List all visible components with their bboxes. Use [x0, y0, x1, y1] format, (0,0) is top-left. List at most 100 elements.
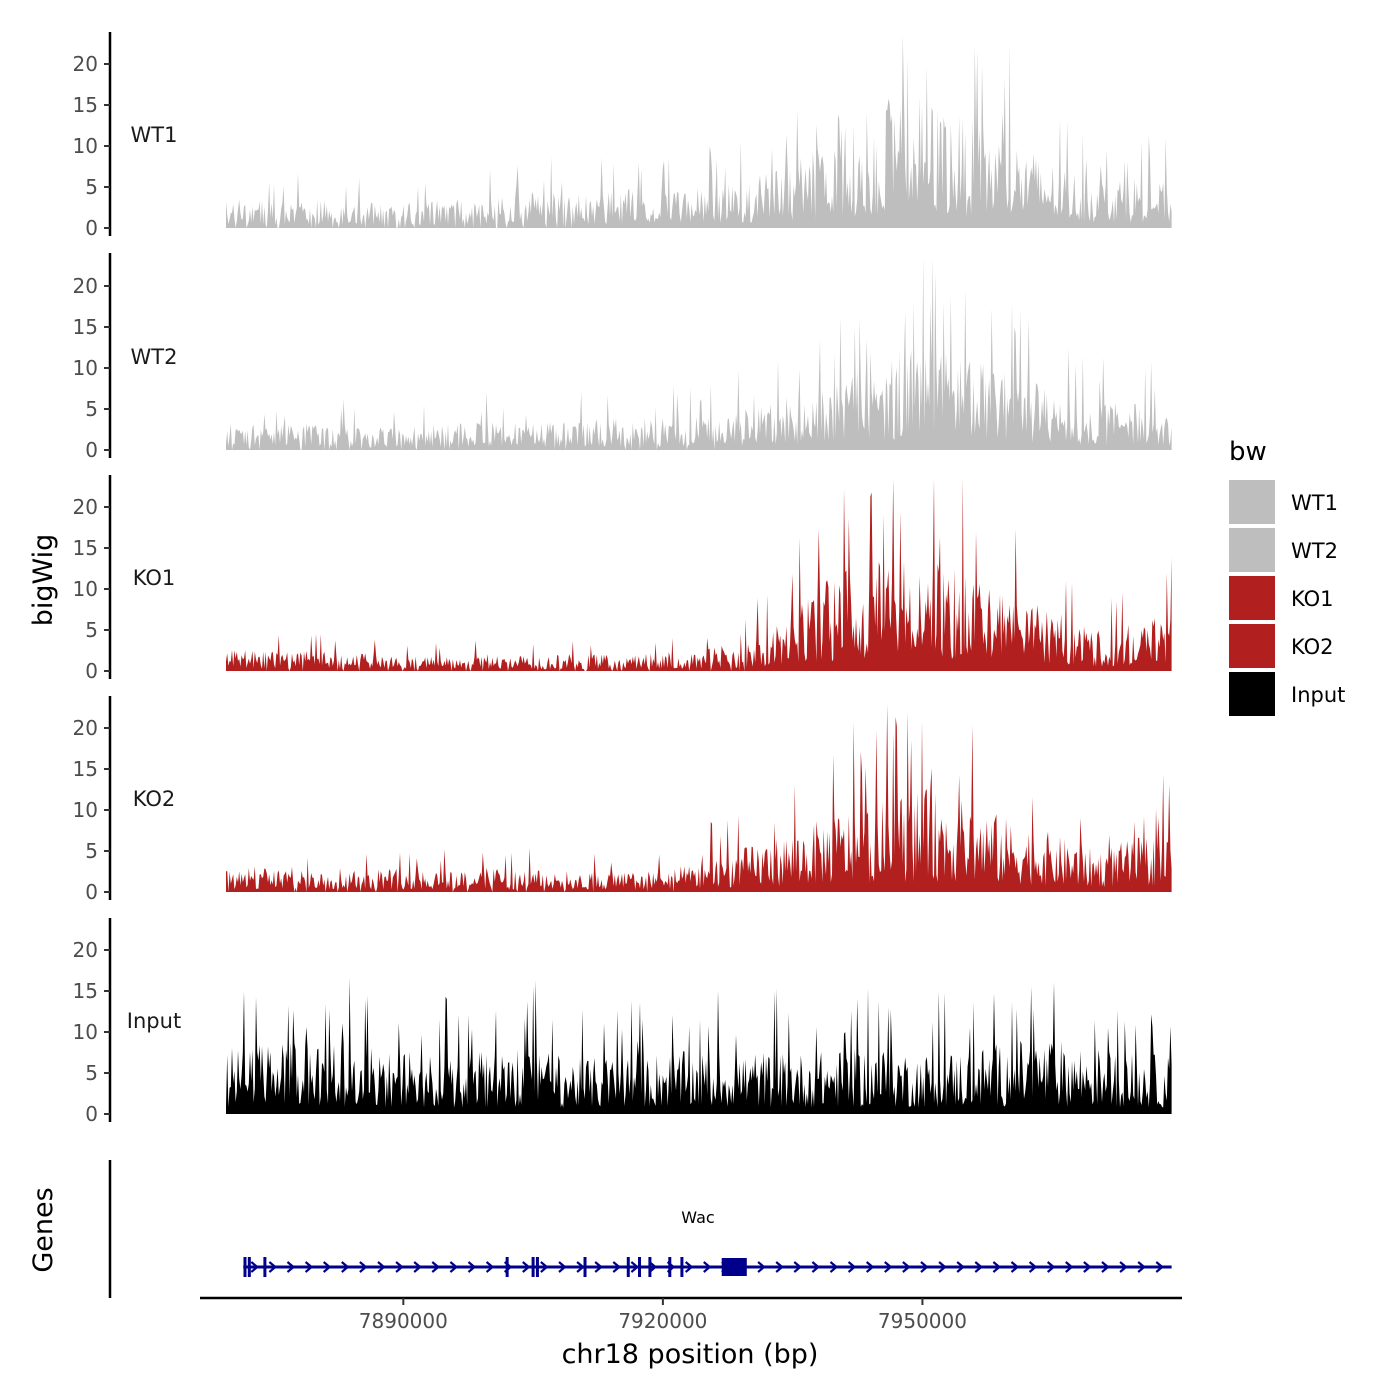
- x-tick-label: 7890000: [359, 1309, 448, 1333]
- strand-arrow: [576, 1261, 585, 1273]
- strand-arrow: [793, 1261, 802, 1273]
- exon-mark: [668, 1257, 672, 1277]
- gene-name-label: Wac: [681, 1208, 714, 1227]
- track-label-input: Input: [127, 1009, 181, 1033]
- strand-arrow: [286, 1261, 296, 1273]
- legend-label-ko2: KO2: [1291, 635, 1334, 659]
- legend-key-ko1: [1229, 576, 1275, 620]
- strand-arrow: [1028, 1261, 1038, 1273]
- y-tick-label: 15: [73, 93, 98, 117]
- strand-arrow: [811, 1261, 821, 1273]
- legend-label-input: Input: [1291, 683, 1345, 707]
- track-label-ko1: KO1: [133, 566, 176, 590]
- y-tick-label: 5: [85, 839, 98, 863]
- x-tick-label: 7920000: [618, 1309, 707, 1333]
- y-tick-label: 15: [73, 315, 98, 339]
- exon-mark: [243, 1257, 247, 1277]
- strand-arrow: [359, 1261, 368, 1273]
- strand-arrow: [522, 1261, 531, 1273]
- strand-arrow: [377, 1261, 386, 1273]
- strand-arrow: [250, 1261, 259, 1273]
- strand-arrow: [865, 1261, 875, 1273]
- y-tick-label: 20: [73, 938, 98, 962]
- legend-key-wt1: [1229, 480, 1275, 524]
- y-axis-title: bigWig: [28, 534, 59, 627]
- y-tick-label: 15: [73, 757, 98, 781]
- legend-label-ko1: KO1: [1291, 587, 1334, 611]
- strand-arrow: [648, 1261, 658, 1273]
- strand-arrow: [322, 1261, 332, 1273]
- strand-arrow: [467, 1261, 477, 1273]
- signal-area-ko1: [226, 478, 1172, 671]
- strand-arrow: [956, 1261, 965, 1273]
- strand-arrow: [847, 1261, 857, 1273]
- signal-area-ko2: [226, 703, 1172, 892]
- exon-mark: [680, 1257, 684, 1277]
- y-tick-label: 15: [73, 536, 98, 560]
- y-tick-label: 5: [85, 618, 98, 642]
- gene-track: Wac 7890000 7920000 7950000: [108, 1160, 1182, 1333]
- y-tick-label: 5: [85, 1061, 98, 1085]
- exon-mark: [626, 1257, 630, 1277]
- strand-arrow: [902, 1261, 911, 1273]
- strand-arrow: [1155, 1261, 1164, 1273]
- strand-arrow: [612, 1261, 621, 1273]
- signal-panels: 0 5 10 15 20 WT1 0 5 10 15 20 WT2 0 5 10 15 20 KO1 0 5 10 15 2…: [73, 32, 1172, 1126]
- genes-axis-title: Genes: [28, 1187, 59, 1272]
- strand-arrow: [884, 1261, 893, 1273]
- y-tick-label: 15: [73, 979, 98, 1003]
- strand-arrow: [938, 1261, 947, 1273]
- legend-label-wt1: WT1: [1291, 491, 1338, 515]
- signal-area-input: [226, 977, 1172, 1114]
- strand-arrow: [558, 1261, 567, 1273]
- x-axis-title: chr18 position (bp): [562, 1339, 819, 1370]
- legend-key-input: [1229, 672, 1275, 716]
- strand-arrow: [449, 1261, 459, 1273]
- legend-label-wt2: WT2: [1291, 539, 1338, 563]
- legend-key-ko2: [1229, 624, 1275, 668]
- y-tick-label: 10: [73, 577, 98, 601]
- strand-arrow: [413, 1261, 422, 1273]
- track-panel-ko2: 0 5 10 15 20 KO2: [73, 696, 1172, 904]
- strand-arrow: [775, 1261, 784, 1273]
- y-tick-label: 0: [85, 1102, 98, 1126]
- y-tick-label: 5: [85, 397, 98, 421]
- y-tick-label: 20: [73, 274, 98, 298]
- strand-arrow: [341, 1261, 350, 1273]
- strand-arrow: [304, 1261, 314, 1273]
- track-label-wt2: WT2: [131, 345, 178, 369]
- y-tick-label: 10: [73, 356, 98, 380]
- exon-mark: [638, 1257, 642, 1277]
- exon-mark: [263, 1257, 267, 1277]
- y-tick-label: 0: [85, 880, 98, 904]
- y-tick-label: 10: [73, 134, 98, 158]
- signal-area-wt2: [226, 257, 1172, 450]
- y-tick-label: 10: [73, 1020, 98, 1044]
- strand-arrow: [431, 1261, 440, 1273]
- y-tick-label: 20: [73, 495, 98, 519]
- y-tick-label: 10: [73, 798, 98, 822]
- exon-mark: [247, 1257, 251, 1277]
- strand-arrow: [1083, 1261, 1092, 1273]
- legend-title: bw: [1229, 437, 1267, 467]
- strand-arrow: [1119, 1261, 1128, 1273]
- strand-arrow: [829, 1261, 839, 1273]
- y-tick-label: 0: [85, 438, 98, 462]
- strand-arrow: [540, 1261, 549, 1273]
- strand-arrow: [1137, 1261, 1146, 1273]
- signal-area-wt1: [226, 35, 1172, 228]
- strand-arrow: [1065, 1261, 1074, 1273]
- exon-mark: [505, 1257, 509, 1277]
- strand-arrow: [974, 1261, 983, 1273]
- exon-mark: [535, 1257, 539, 1277]
- track-panel-wt2: 0 5 10 15 20 WT2: [73, 253, 1172, 462]
- strand-arrow: [920, 1261, 929, 1273]
- track-panel-wt1: 0 5 10 15 20 WT1: [73, 32, 1172, 240]
- track-panel-input: 0 5 10 15 20 Input: [73, 918, 1172, 1126]
- strand-arrow: [757, 1261, 766, 1273]
- strand-arrow: [1010, 1261, 1020, 1273]
- exon-mark: [531, 1257, 535, 1277]
- track-label-ko2: KO2: [133, 787, 176, 811]
- exon-mark: [648, 1257, 652, 1277]
